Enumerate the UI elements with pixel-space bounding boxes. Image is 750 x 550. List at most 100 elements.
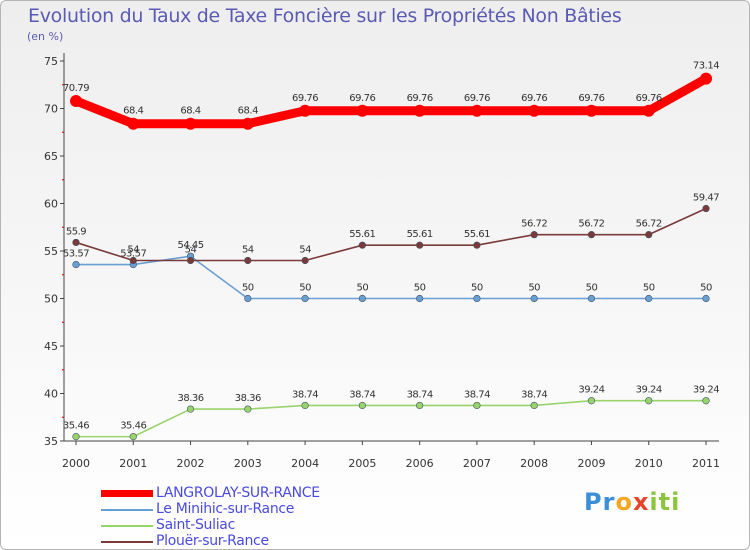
data-label: 50: [299, 283, 311, 294]
data-label: 68.4: [180, 106, 200, 117]
data-label: 53.57: [120, 249, 146, 260]
data-label: 50: [586, 283, 598, 294]
data-point: [244, 256, 252, 265]
data-point: [473, 241, 481, 249]
data-label: 50: [414, 283, 426, 294]
data-point: [244, 294, 252, 303]
logo-part-2: o: [615, 488, 633, 516]
data-point: [645, 397, 653, 405]
data-label: 39.24: [578, 385, 604, 396]
data-label: 50: [700, 283, 712, 294]
data-label: 55.61: [464, 229, 490, 240]
x-tick-label: 2006: [406, 457, 434, 470]
data-label: 53.57: [63, 249, 89, 260]
data-point: [127, 117, 140, 130]
data-point: [473, 401, 481, 410]
x-tick-label: 2004: [291, 457, 319, 470]
x-tick-label: 2011: [692, 457, 720, 470]
series-line: [71, 74, 711, 129]
series-4: 55.9 54 54 54 54 55.61 55.61 55.61 56.72 56.72 56.…: [66, 193, 720, 265]
data-label: 38.74: [521, 389, 547, 400]
legend-label: Saint-Suliac: [156, 517, 235, 533]
data-label: 56.72: [578, 219, 604, 230]
data-label: 73.14: [693, 61, 719, 72]
data-label: 70.79: [63, 83, 89, 94]
x-tick-label: 2005: [348, 457, 376, 470]
data-label: 54: [127, 245, 139, 256]
x-tick-label: 2001: [119, 457, 147, 470]
data-point: [72, 260, 80, 269]
x-tick-label: 2002: [177, 457, 205, 470]
data-label: 35.46: [120, 421, 146, 432]
data-point: [356, 104, 369, 117]
data-point: [186, 256, 195, 265]
data-label: 69.76: [349, 93, 375, 104]
legend-swatch: [101, 490, 153, 497]
data-label: 69.76: [407, 93, 433, 104]
x-tick-label: 2009: [577, 457, 605, 470]
data-label: 69.76: [521, 93, 547, 104]
data-point: [702, 294, 710, 303]
data-label: 50: [643, 283, 655, 294]
logo-part-4: iti: [649, 488, 681, 516]
data-point: [413, 104, 426, 117]
data-label: 68.4: [238, 106, 258, 117]
data-point: [301, 294, 309, 303]
data-label: 68.4: [123, 106, 143, 117]
data-point: [186, 405, 195, 413]
data-label: 39.24: [636, 385, 662, 396]
legend-label: Plouër-sur-Rance: [156, 533, 269, 549]
data-label: 39.24: [693, 385, 719, 396]
data-point: [129, 256, 137, 265]
data-point: [585, 104, 598, 117]
data-label: 69.76: [464, 93, 490, 104]
data-point: [129, 433, 137, 441]
y-tick-label: 35: [44, 435, 58, 448]
data-point: [642, 104, 655, 117]
data-label: 50: [471, 283, 483, 294]
data-label: 56.72: [636, 219, 662, 230]
data-point: [184, 117, 197, 130]
data-label: 38.36: [235, 393, 261, 404]
data-label: 38.74: [407, 389, 433, 400]
data-point: [358, 401, 366, 410]
data-label: 38.74: [464, 389, 490, 400]
data-point: [301, 256, 309, 265]
data-point: [416, 401, 424, 410]
data-label: 38.74: [292, 389, 318, 400]
y-tick-label: 50: [44, 293, 58, 306]
data-label: 69.76: [578, 93, 604, 104]
data-point: [587, 231, 596, 239]
legend-swatch: [101, 509, 153, 511]
data-point: [358, 241, 366, 249]
series-2: 53.57 53.57 54.45 50 50 50 50 50 50 50 50 50: [63, 240, 712, 303]
data-point: [702, 204, 710, 213]
data-point: [241, 117, 254, 130]
y-tick-label: 40: [44, 388, 58, 401]
data-point: [587, 397, 596, 405]
data-point: [358, 294, 366, 303]
data-label: 54: [185, 245, 197, 256]
data-label: 59.47: [693, 193, 719, 204]
data-point: [299, 104, 312, 117]
y-tick-label: 55: [44, 245, 58, 258]
logo-part-1: Pr: [584, 488, 616, 516]
data-point: [70, 94, 82, 107]
data-point: [530, 401, 538, 410]
data-point: [244, 405, 252, 413]
y-axis-unit: (en %): [27, 30, 64, 43]
data-point: [528, 104, 541, 117]
legend-label: LANGROLAY-SUR-RANCE: [156, 485, 320, 501]
data-label: 50: [356, 283, 368, 294]
y-tick-label: 60: [44, 198, 58, 211]
y-tick-label: 45: [44, 340, 58, 353]
data-point: [416, 241, 424, 249]
data-point: [416, 294, 424, 303]
y-tick-label: 65: [44, 150, 58, 163]
data-point: [72, 238, 80, 247]
proxiti-logo: Proxiti: [584, 488, 680, 516]
legend-swatch: [101, 525, 153, 527]
data-point: [530, 231, 538, 239]
